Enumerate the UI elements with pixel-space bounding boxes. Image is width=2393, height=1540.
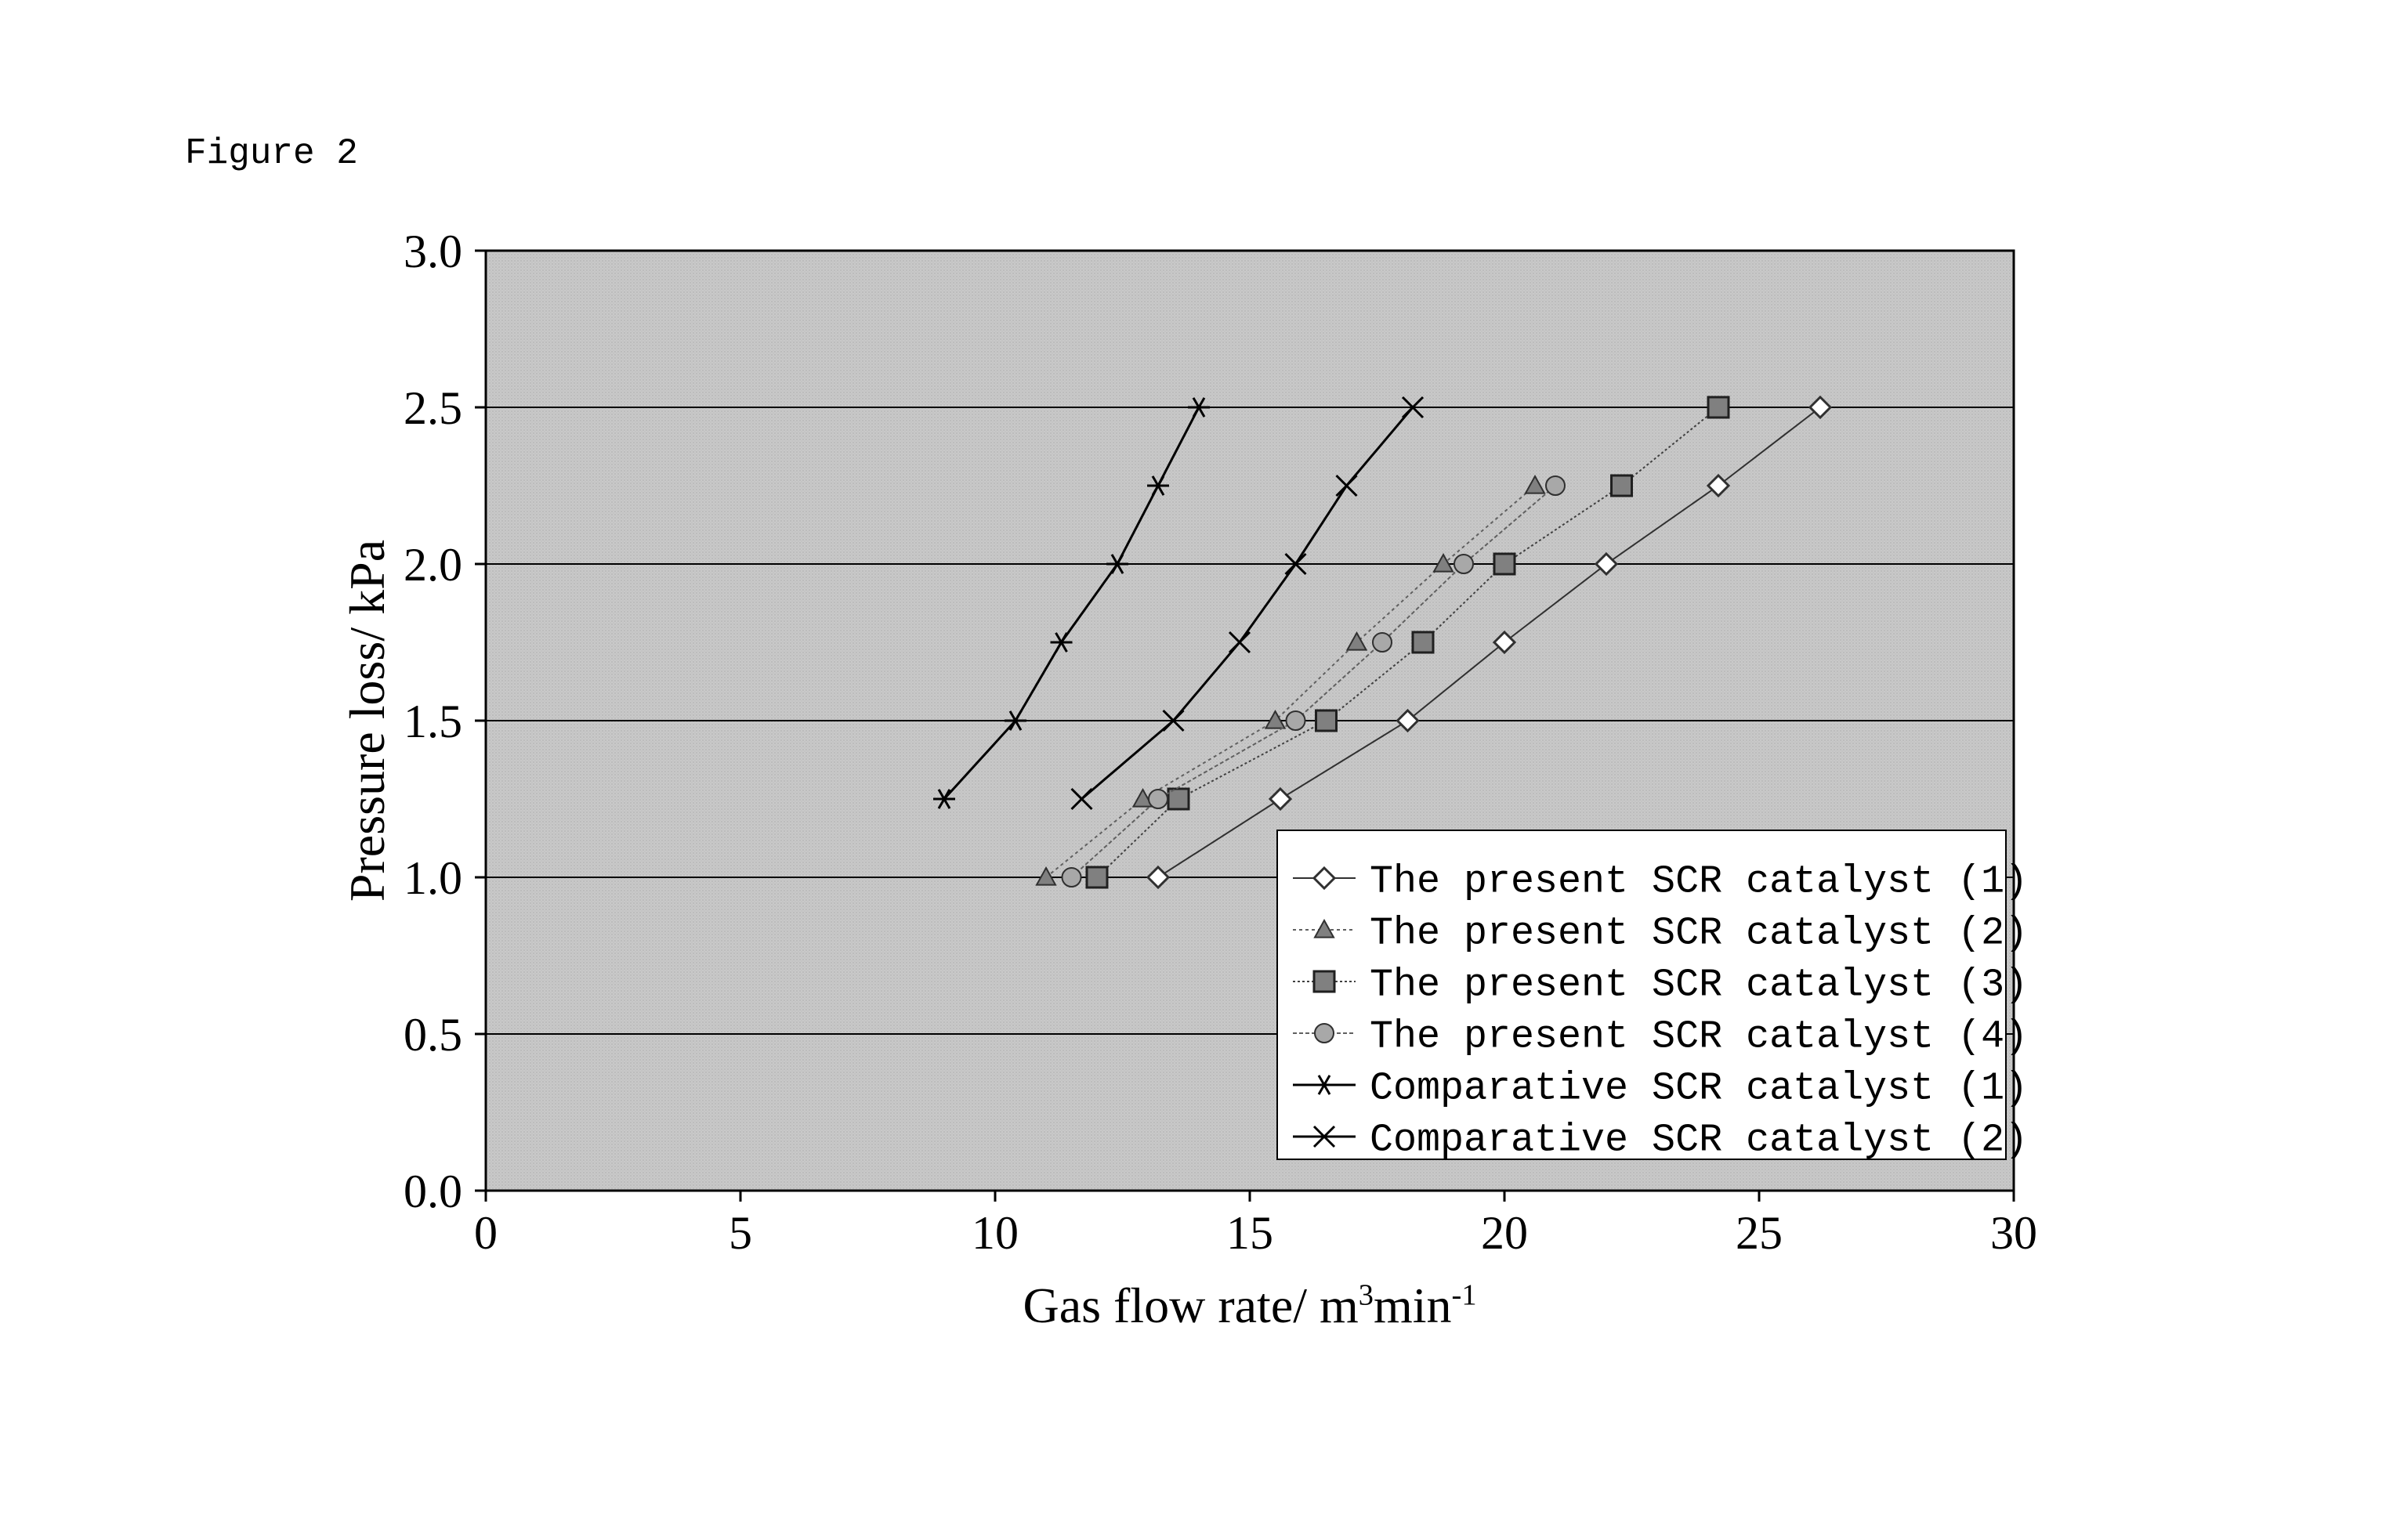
legend-label: Comparative SCR catalyst (2) — [1370, 1119, 2028, 1163]
legend-label: The present SCR catalyst (3) — [1370, 963, 2028, 1008]
svg-text:Gas flow rate/ m3min-1: Gas flow rate/ m3min-1 — [1023, 1278, 1476, 1333]
x-tick-label: 15 — [1226, 1207, 1273, 1259]
x-tick-label: 5 — [729, 1207, 752, 1259]
x-tick-label: 30 — [1990, 1207, 2037, 1259]
pressure-loss-chart: 0 5 10 15 20 25 30 0.0 0.5 1.0 1.5 2.0 2.5 3.0 Gas flo… — [329, 219, 2131, 1394]
y-tick-label: 0.0 — [404, 1166, 462, 1217]
y-tick-label: 2.0 — [404, 539, 462, 591]
y-tick-label: 0.5 — [404, 1009, 462, 1061]
x-tick-label: 20 — [1481, 1207, 1528, 1259]
legend-label: Comparative SCR catalyst (1) — [1370, 1067, 2028, 1112]
legend-label: The present SCR catalyst (2) — [1370, 912, 2028, 956]
y-tick-label: 1.5 — [404, 696, 462, 747]
y-tick-label: 1.0 — [404, 852, 462, 904]
x-tick-label: 0 — [474, 1207, 498, 1259]
x-tick-label: 10 — [972, 1207, 1019, 1259]
y-axis-title: Pressure loss/ kPa — [339, 540, 395, 902]
legend-label: The present SCR catalyst (4) — [1370, 1015, 2028, 1060]
page-container: Figure 2 0 5 10 15 20 25 30 0.0 0.5 1.0 1.5 2.0 2.5 3… — [0, 0, 2393, 1540]
legend-label: The present SCR catalyst (1) — [1370, 860, 2028, 905]
legend: The present SCR catalyst (1) The present … — [1277, 830, 2028, 1163]
x-tick-label: 25 — [1736, 1207, 1783, 1259]
figure-label: Figure 2 — [185, 133, 358, 174]
x-axis-title: Gas flow rate/ m3min-1 — [1023, 1278, 1476, 1333]
y-tick-label: 3.0 — [404, 226, 462, 277]
y-tick-label: 2.5 — [404, 382, 462, 434]
